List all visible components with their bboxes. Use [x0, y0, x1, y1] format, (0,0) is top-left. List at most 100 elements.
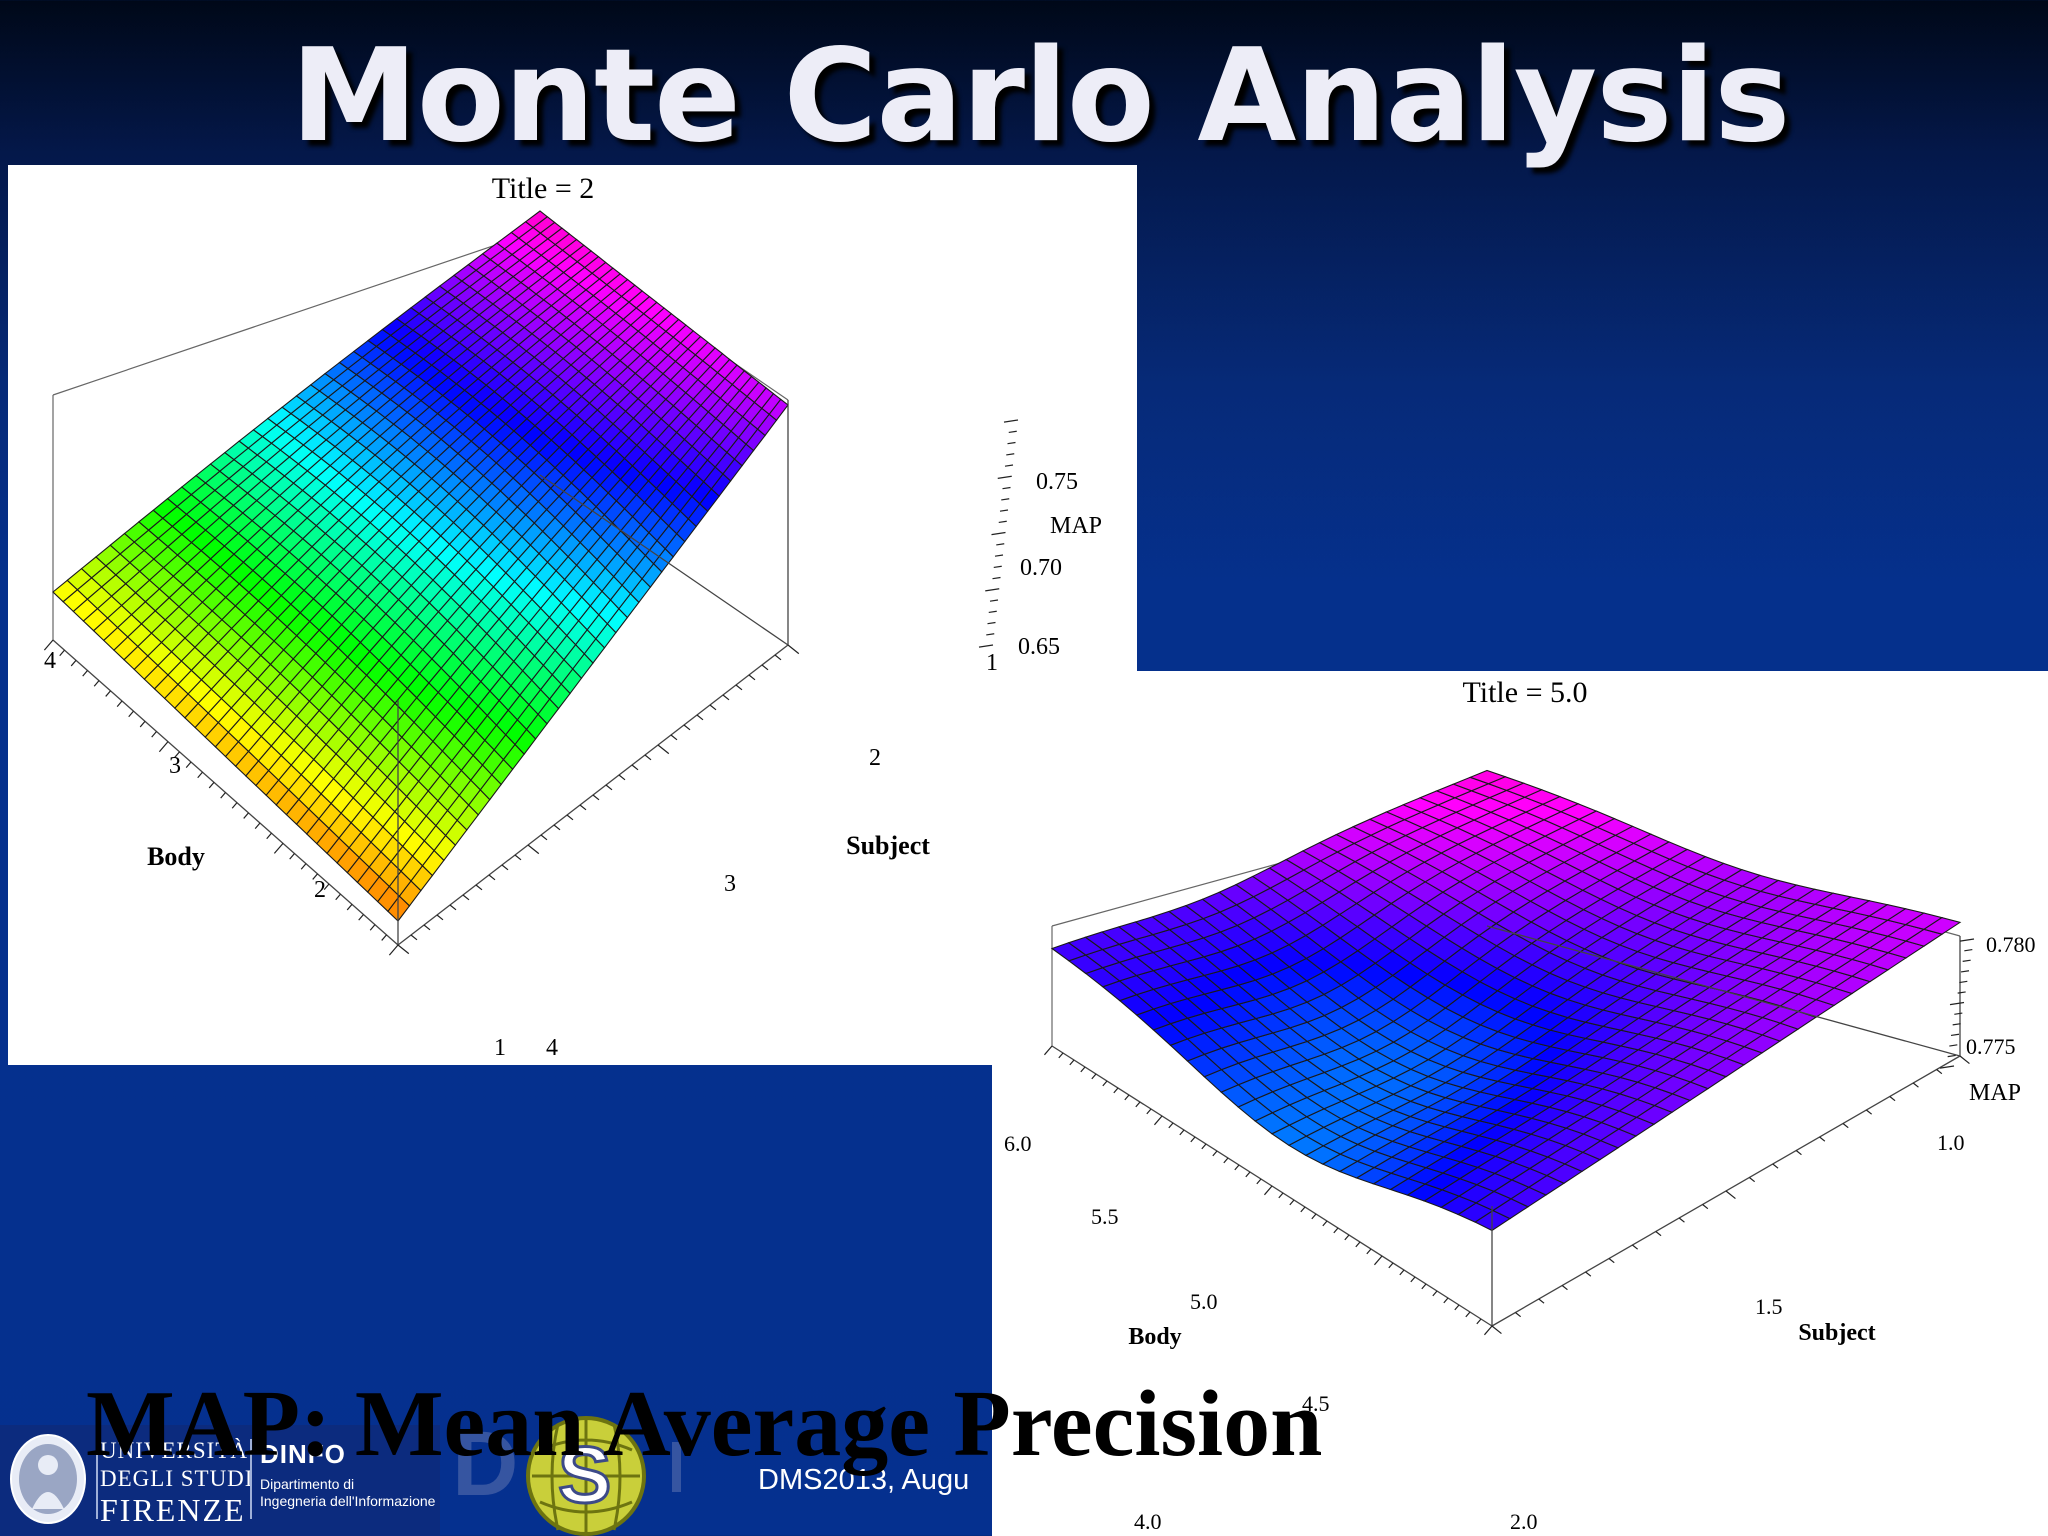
p1-tick-0-22	[139, 720, 146, 728]
p1-tick-1-0	[397, 944, 410, 955]
p2-ztick-8	[1959, 980, 1968, 984]
p1-tick-0-23	[128, 710, 134, 718]
p1-tick-0-3	[358, 914, 364, 921]
p1-ztick-20	[1003, 419, 1019, 423]
p2-tick-1-20	[1959, 1055, 1970, 1065]
svg-text:D: D	[452, 1413, 518, 1515]
p2-tick-1-9	[1702, 1204, 1709, 1210]
plot-1-map-tick-2: 0.75	[1036, 469, 1078, 495]
p2-ztick-12	[1959, 938, 1975, 942]
p1-ztick-13	[1001, 498, 1010, 501]
plot-1-title: Title = 2	[492, 172, 595, 205]
department-line-1: Dipartimento di	[260, 1476, 355, 1492]
department-acronym: DINFO	[260, 1439, 346, 1469]
p2-tick-1-10	[1725, 1190, 1736, 1200]
p2-tick-0-15	[1322, 1220, 1328, 1227]
p2-tick-0-27	[1190, 1136, 1196, 1143]
p2-ztick-0	[1939, 1065, 1955, 1069]
p2-tick-1-8	[1678, 1217, 1685, 1223]
p2-tick-1-4	[1585, 1271, 1592, 1277]
p2-tick-1-17	[1889, 1096, 1896, 1102]
plot-2-body-label: Body	[1128, 1324, 1181, 1350]
p2-tick-0-29	[1168, 1122, 1174, 1129]
p1-tick-0-8	[300, 863, 307, 870]
surface-plot-2-svg: Title = 5.0 Body Subject MAP 0.775 0.780…	[1004, 676, 2036, 1534]
p1-tick-1-3	[436, 914, 444, 921]
p2-tick-0-40	[1043, 1045, 1053, 1056]
p1-tick-0-2	[369, 924, 376, 931]
university-seal-icon	[10, 1434, 86, 1524]
p2-tick-0-2	[1465, 1311, 1471, 1318]
p1-ztick-0	[978, 644, 994, 648]
p2-tick-1-13	[1795, 1150, 1802, 1156]
university-line-1: UNIVERSITÀ	[100, 1438, 248, 1463]
p1-tick-0-5	[335, 893, 341, 901]
p2-tick-1-0	[1491, 1325, 1502, 1335]
plot-2-map-tick-0: 0.775	[1966, 1034, 2016, 1059]
p2-tick-0-23	[1234, 1164, 1240, 1171]
p1-tick-1-2	[423, 924, 431, 931]
p2-tick-0-5	[1432, 1290, 1438, 1297]
dsi-logo-icon: D S	[452, 1413, 681, 1536]
p1-ztick-14	[1002, 486, 1011, 490]
p1-tick-0-24	[116, 700, 123, 707]
plot-1-map-label: MAP	[1050, 513, 1102, 539]
p1-tick-0-16	[208, 781, 215, 789]
p1-ztick-16	[1004, 464, 1014, 467]
p2-ztick-9	[1960, 970, 1970, 973]
p1-tick-1-7	[488, 874, 496, 881]
p1-tick-1-10	[527, 844, 540, 855]
p1-tick-1-23	[696, 714, 704, 721]
p2-tick-0-38	[1069, 1059, 1075, 1066]
p1-tick-0-13	[243, 812, 249, 819]
plot-2-map-label: MAP	[1969, 1080, 2021, 1106]
p2-tick-1-5	[1608, 1258, 1615, 1264]
p1-tick-0-6	[323, 883, 330, 890]
p2-tick-1-16	[1866, 1109, 1873, 1115]
p2-ztick-1	[1947, 1054, 1956, 1058]
footer-logo-strip: UNIVERSITÀ DEGLI STUDI FIRENZE DINFO Dip…	[0, 1425, 440, 1536]
p2-tick-0-28	[1179, 1129, 1185, 1136]
p1-tick-0-19	[174, 751, 180, 758]
p2-tick-1-11	[1749, 1177, 1756, 1183]
p2-tick-0-4	[1443, 1297, 1449, 1304]
p2-tick-0-3	[1454, 1304, 1460, 1311]
plot-2-title: Title = 5.0	[1462, 676, 1587, 709]
p1-tick-1-1	[410, 934, 418, 941]
plot-1-subject-tick-3: 4	[546, 1035, 558, 1061]
p1-ztick-18	[1007, 441, 1016, 445]
p2-tick-0-24	[1223, 1157, 1229, 1164]
p1-tick-0-20	[158, 741, 169, 753]
p2-tick-0-14	[1333, 1227, 1339, 1234]
map-definition-caption: MAP: Mean Average Precision	[86, 1372, 1323, 1476]
surface-mesh-2	[1050, 769, 1962, 1232]
p1-tick-1-28	[761, 664, 769, 671]
plot-1-map-tick-0: 0.65	[1018, 634, 1060, 660]
plot-2-map-tick-1: 0.780	[1986, 932, 2036, 957]
plot-1-body-tick-0: 1	[494, 1035, 506, 1061]
university-name: UNIVERSITÀ DEGLI STUDI FIRENZE	[100, 1437, 253, 1527]
p1-ztick-11	[998, 520, 1007, 524]
plot-2-subject-tick-0: 1.0	[1937, 1130, 1965, 1155]
p1-ztick-12	[999, 509, 1009, 512]
p1-ztick-7	[993, 565, 1002, 569]
plot-2-subject-tick-1: 1.5	[1755, 1294, 1783, 1319]
p1-tick-0-11	[266, 832, 272, 840]
plot-2-body-tick-1: 4.5	[1302, 1391, 1330, 1416]
p2-tick-0-10	[1373, 1255, 1383, 1266]
plot-2-subject-tick-2: 2.0	[1510, 1509, 1538, 1534]
p1-tick-0-26	[93, 680, 100, 687]
plot-1-subject-tick-2: 3	[724, 871, 736, 897]
plot-1-subject-label: Subject	[846, 831, 930, 860]
p2-tick-0-11	[1366, 1248, 1372, 1255]
p2-tick-0-31	[1146, 1108, 1152, 1115]
p1-tick-1-19	[644, 754, 652, 761]
p2-tick-0-6	[1421, 1283, 1427, 1290]
p2-tick-0-34	[1113, 1087, 1119, 1094]
plot-2-subject-label: Subject	[1798, 1320, 1875, 1346]
p1-tick-1-25	[722, 694, 730, 701]
p1-tick-1-15	[592, 794, 600, 801]
p2-tick-1-6	[1632, 1244, 1639, 1250]
p1-tick-1-27	[748, 674, 756, 681]
p2-ztick-3	[1950, 1033, 1960, 1037]
